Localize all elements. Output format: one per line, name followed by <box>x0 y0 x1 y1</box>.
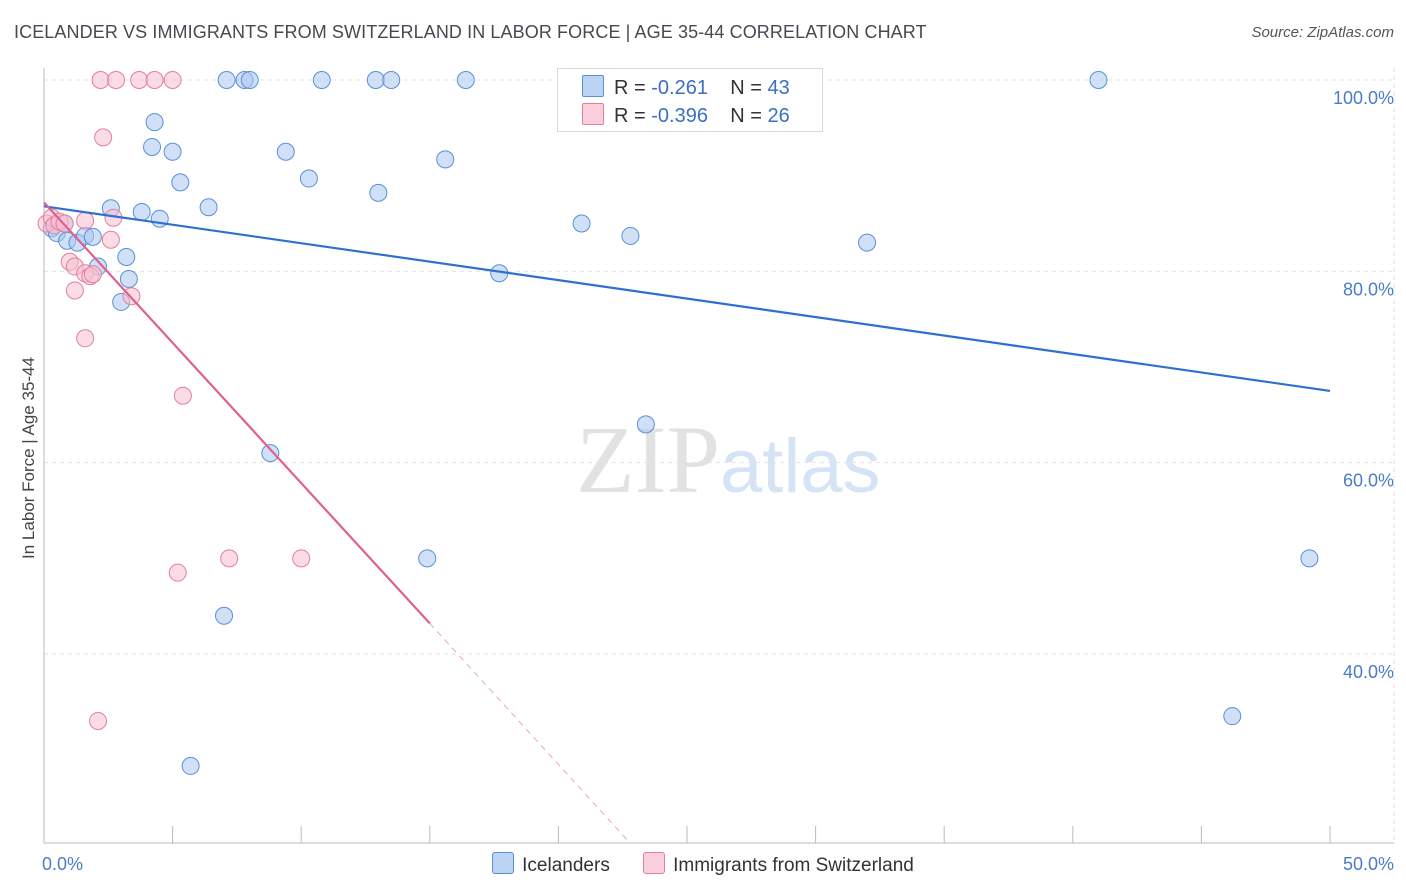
point-switzerland <box>76 329 95 348</box>
tick-labels: 40.0% 60.0% 80.0% 100.0% 0.0% 50.0% <box>42 88 1394 874</box>
point-switzerland <box>94 128 113 147</box>
legend-marker-icelanders <box>492 852 515 874</box>
point-switzerland <box>130 71 149 89</box>
trend-extension-switzerland <box>429 623 631 844</box>
point-icelanders <box>181 756 200 775</box>
point-icelanders <box>621 226 640 245</box>
legend-n-value: 43 <box>767 77 790 99</box>
legend-n-value: 26 <box>767 105 790 127</box>
point-switzerland <box>168 563 187 582</box>
point-icelanders <box>299 169 318 188</box>
point-icelanders <box>418 549 437 568</box>
point-switzerland <box>83 265 102 284</box>
point-switzerland <box>292 549 311 568</box>
point-switzerland <box>91 71 110 89</box>
point-icelanders <box>163 142 182 161</box>
legend-r-value: -0.396 <box>651 105 708 127</box>
legend-row-icelanders: R = -0.261 N = 43 <box>582 75 790 103</box>
point-icelanders <box>83 227 102 246</box>
point-switzerland <box>101 230 120 249</box>
legend-row-switzerland: R = -0.396 N = 26 <box>582 103 790 131</box>
point-switzerland <box>89 711 108 730</box>
point-icelanders <box>171 173 190 192</box>
legend-swatch-switzerland <box>582 103 604 125</box>
point-icelanders <box>1223 707 1242 726</box>
legend-r-label: R = <box>614 77 646 99</box>
y-tick-label: 60.0% <box>1343 471 1394 491</box>
data-points <box>37 71 1319 775</box>
point-icelanders <box>858 233 877 252</box>
point-icelanders <box>636 415 655 434</box>
y-tick-label: 100.0% <box>1333 88 1394 108</box>
legend-n-label: N = <box>730 105 762 127</box>
point-icelanders <box>1089 71 1108 89</box>
point-icelanders <box>145 113 164 132</box>
point-switzerland <box>76 211 95 230</box>
trend-lines <box>43 201 1331 844</box>
legend-item-icelanders[interactable]: Icelanders <box>492 852 610 877</box>
point-icelanders <box>1300 549 1319 568</box>
point-icelanders <box>436 150 455 169</box>
point-icelanders <box>312 71 331 89</box>
point-icelanders <box>572 214 591 233</box>
point-icelanders <box>369 183 388 202</box>
legend-item-switzerland[interactable]: Immigrants from Switzerland <box>643 852 914 877</box>
point-icelanders <box>119 269 138 288</box>
point-switzerland <box>107 71 126 89</box>
point-icelanders <box>240 71 259 89</box>
legend-marker-switzerland <box>643 852 666 874</box>
x-tick-label-end: 50.0% <box>1343 854 1394 874</box>
legend-n-label: N = <box>730 77 762 99</box>
chart-source: Source: ZipAtlas.com <box>1251 24 1394 41</box>
legend-swatch-icelanders <box>582 75 604 97</box>
point-icelanders <box>117 247 136 266</box>
point-icelanders <box>215 606 234 625</box>
point-icelanders <box>456 71 475 89</box>
y-axis-label: In Labor Force | Age 35-44 <box>19 357 38 559</box>
point-icelanders <box>382 71 401 89</box>
y-tick-label: 40.0% <box>1343 662 1394 682</box>
point-switzerland <box>65 281 84 300</box>
legend-r-value: -0.261 <box>651 77 708 99</box>
stats-legend: R = -0.261 N = 43 R = -0.396 N = 26 <box>557 68 823 132</box>
series-legend: Icelanders Immigrants from Switzerland <box>0 852 1406 877</box>
legend-label-switzerland: Immigrants from Switzerland <box>673 855 914 876</box>
point-icelanders <box>217 71 236 89</box>
trend-line-icelanders <box>43 205 1331 393</box>
chart-title: ICELANDER VS IMMIGRANTS FROM SWITZERLAND… <box>14 22 927 42</box>
watermark-atlas: atlas <box>720 424 881 509</box>
point-icelanders <box>143 137 162 156</box>
point-icelanders <box>276 142 295 161</box>
point-switzerland <box>220 549 239 568</box>
point-icelanders <box>199 198 218 217</box>
point-icelanders <box>261 444 280 463</box>
trend-line-switzerland <box>43 201 431 625</box>
point-icelanders <box>366 71 385 89</box>
legend-r-label: R = <box>614 105 646 127</box>
point-switzerland <box>173 386 192 405</box>
axes <box>43 68 1394 844</box>
x-tick-label-start: 0.0% <box>42 854 83 874</box>
point-icelanders <box>132 203 151 222</box>
y-tick-label: 80.0% <box>1343 279 1394 299</box>
legend-label-icelanders: Icelanders <box>522 855 610 876</box>
point-switzerland <box>145 71 164 89</box>
point-switzerland <box>163 71 182 89</box>
